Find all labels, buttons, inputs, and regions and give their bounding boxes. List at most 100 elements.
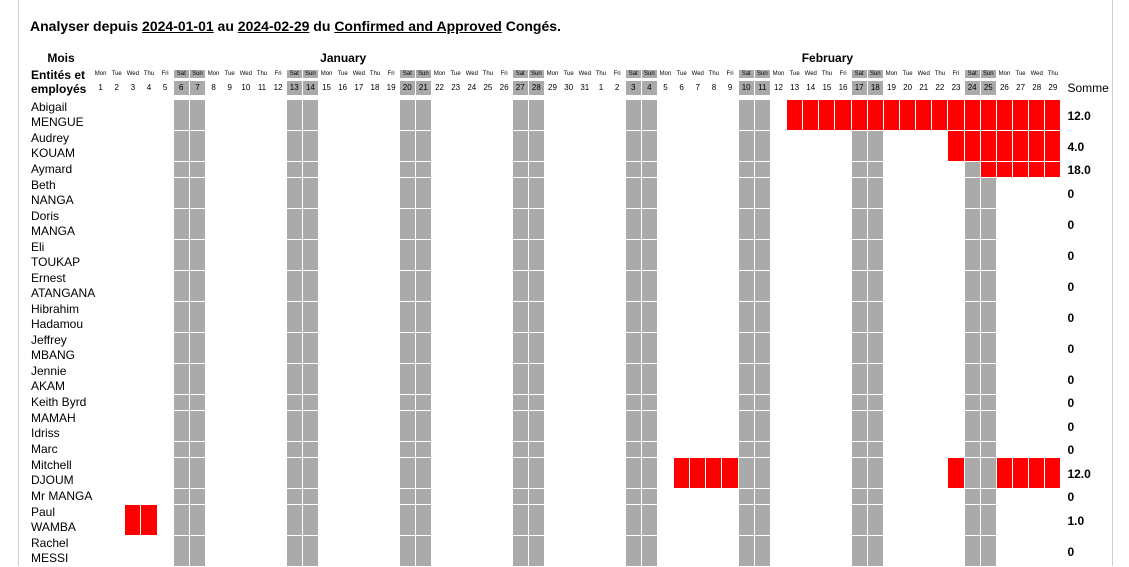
day-cell xyxy=(238,271,255,302)
weekend-cell xyxy=(415,395,432,411)
day-cell xyxy=(464,100,481,131)
day-cell xyxy=(157,100,174,131)
day-cell xyxy=(125,240,142,271)
day-cell xyxy=(722,162,739,178)
day-cell xyxy=(141,271,158,302)
weekend-cell xyxy=(528,240,545,271)
day-cell xyxy=(383,178,400,209)
day-cell xyxy=(948,364,965,395)
day-cell xyxy=(238,240,255,271)
weekend-cell xyxy=(399,489,416,505)
day-cell xyxy=(1013,240,1030,271)
day-number: 21 xyxy=(415,81,431,95)
day-cell xyxy=(674,505,691,536)
day-cell xyxy=(835,442,852,458)
leave-cell xyxy=(1045,100,1062,131)
leave-cell xyxy=(851,100,868,131)
employee-total: 0 xyxy=(1067,490,1075,504)
day-cell xyxy=(593,442,610,458)
day-cell xyxy=(205,131,223,162)
day-cell xyxy=(803,458,820,489)
weekend-cell xyxy=(173,271,190,302)
day-cell xyxy=(222,364,239,395)
day-cell xyxy=(448,364,465,395)
day-number: 14 xyxy=(302,81,318,95)
weekend-cell xyxy=(173,209,190,240)
day-cell xyxy=(787,395,804,411)
weekend-cell xyxy=(302,131,319,162)
day-cell xyxy=(222,178,239,209)
day-number: 15 xyxy=(822,83,832,92)
day-cell xyxy=(803,240,820,271)
day-cell xyxy=(657,395,675,411)
weekend-cell xyxy=(641,364,658,395)
weekday-label: Mon xyxy=(320,71,333,77)
weekend-cell xyxy=(625,333,642,364)
weekend-cell xyxy=(641,442,658,458)
day-cell xyxy=(883,209,901,240)
weekday-label: Tue xyxy=(224,71,235,77)
day-cell xyxy=(1045,505,1062,536)
day-cell xyxy=(93,489,110,505)
weekend-cell xyxy=(625,442,642,458)
weekday-label: Fri xyxy=(161,71,169,77)
day-cell xyxy=(722,411,739,442)
weekend-cell xyxy=(851,271,868,302)
day-cell xyxy=(674,162,691,178)
day-cell xyxy=(480,302,497,333)
day-cell xyxy=(577,100,594,131)
day-cell xyxy=(577,131,594,162)
day-cell xyxy=(690,364,707,395)
weekday-label: Sun xyxy=(980,70,996,78)
day-cell xyxy=(496,333,513,364)
weekday-label: Sun xyxy=(415,70,431,78)
day-cell xyxy=(1029,395,1046,411)
day-cell xyxy=(544,178,562,209)
day-cell xyxy=(431,442,449,458)
day-cell xyxy=(819,411,836,442)
employees-label: Entités et employés xyxy=(31,68,87,96)
day-cell xyxy=(932,131,949,162)
day-cell xyxy=(787,209,804,240)
weekend-cell xyxy=(173,395,190,411)
weekend-cell xyxy=(512,178,529,209)
weekday-label: Thu xyxy=(595,71,607,77)
leave-cell xyxy=(948,458,965,489)
weekday-label: Tue xyxy=(450,71,461,77)
day-cell xyxy=(157,536,174,567)
weekend-cell xyxy=(851,178,868,209)
weekday-label: Mon xyxy=(207,71,220,77)
weekday-label: Sat xyxy=(851,70,867,78)
day-number: 24 xyxy=(964,81,980,95)
day-cell xyxy=(787,131,804,162)
day-number: 2 xyxy=(614,83,620,92)
day-cell xyxy=(238,536,255,567)
day-cell xyxy=(141,489,158,505)
day-cell xyxy=(205,209,223,240)
day-cell xyxy=(205,442,223,458)
day-cell xyxy=(351,131,368,162)
day-cell xyxy=(706,271,723,302)
day-cell xyxy=(222,489,239,505)
day-cell xyxy=(448,240,465,271)
day-number: 15 xyxy=(322,83,331,92)
day-cell xyxy=(448,209,465,240)
day-cell xyxy=(932,209,949,240)
weekend-cell xyxy=(189,131,206,162)
day-cell xyxy=(657,240,675,271)
weekday-label: Tue xyxy=(676,71,687,77)
day-cell xyxy=(690,395,707,411)
day-cell xyxy=(706,178,723,209)
day-cell xyxy=(996,302,1014,333)
day-cell xyxy=(448,442,465,458)
day-cell xyxy=(383,505,400,536)
weekend-cell xyxy=(415,489,432,505)
weekday-label: Fri xyxy=(613,71,621,77)
day-cell xyxy=(157,458,174,489)
weekday-label: Sun xyxy=(641,70,657,78)
day-cell xyxy=(916,395,933,411)
day-cell xyxy=(93,333,110,364)
day-cell xyxy=(270,240,287,271)
day-cell xyxy=(431,489,449,505)
day-cell xyxy=(1045,209,1062,240)
